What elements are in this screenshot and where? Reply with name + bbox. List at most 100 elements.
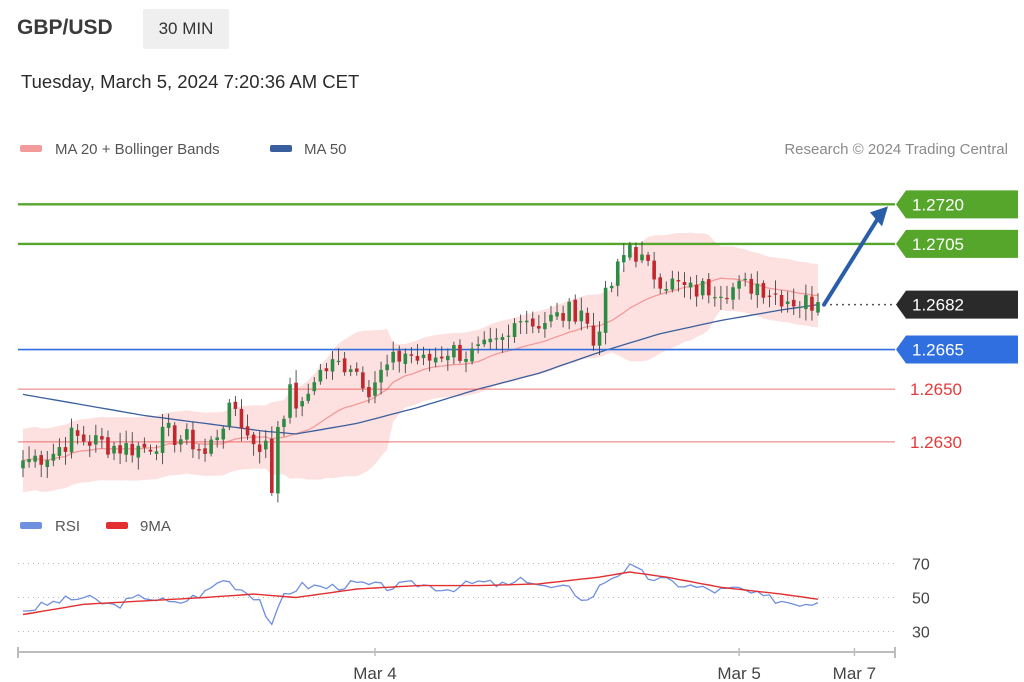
candle-body: [476, 344, 480, 347]
ma50-legend-label: MA 50: [304, 141, 347, 158]
ma50-polyline: [22, 303, 819, 435]
candle-body: [688, 282, 693, 288]
candle-body: [397, 350, 402, 362]
candle-body: [69, 427, 74, 453]
projection-arrow: [822, 206, 888, 307]
ma20-line: [22, 277, 819, 462]
candle-body: [112, 445, 116, 454]
candle-body: [682, 282, 687, 285]
candle-body: [555, 312, 559, 317]
current-price-label: 1.2682: [912, 296, 964, 315]
candle-body: [87, 441, 92, 446]
candle-body: [239, 408, 244, 429]
candle-body: [106, 437, 110, 455]
timeframe-button[interactable]: 30 MIN: [143, 9, 229, 49]
pivot-tag: [896, 335, 1018, 364]
candle-body: [634, 246, 638, 262]
candle-body: [197, 449, 201, 451]
timestamp: Tuesday, March 5, 2024 7:20:36 AM CET: [21, 71, 360, 92]
candle-body: [458, 344, 462, 361]
candle-body: [446, 355, 450, 361]
candle-body: [725, 297, 729, 300]
candle-body: [567, 301, 571, 322]
candle-body: [537, 325, 541, 329]
candle-body: [336, 360, 341, 363]
resistance-tag: [896, 190, 1018, 219]
ma20-legend-swatch: [20, 145, 42, 152]
candle-body: [761, 282, 766, 298]
candle-body: [166, 422, 171, 428]
candle-body: [148, 449, 153, 452]
symbol-title: GBP/USD: [17, 16, 113, 39]
price-legend: MA 20 + Bollinger Bands MA 50 Research ©…: [20, 141, 1008, 158]
candle-body: [391, 351, 395, 363]
candle-body: [439, 356, 444, 359]
bollinger-band-area: [23, 232, 818, 493]
candle-body: [421, 354, 426, 359]
candle-body: [233, 401, 238, 409]
candle-body: [251, 434, 256, 445]
resistance-label: 1.2720: [912, 195, 964, 214]
candle-body: [33, 455, 37, 462]
candle-body: [300, 401, 304, 407]
candle-body: [409, 354, 414, 356]
candle-body: [130, 443, 135, 456]
candle-body: [354, 368, 359, 372]
candle-body: [75, 430, 80, 436]
rsi-panel: 70 50 30: [18, 557, 930, 642]
candle-body: [640, 254, 644, 261]
candle-body: [791, 299, 796, 307]
candle-body: [306, 393, 311, 401]
candle-body: [142, 443, 147, 448]
candle-body: [700, 280, 705, 296]
rsi-polyline: [22, 563, 819, 626]
candle-body: [367, 386, 371, 398]
candle-body: [658, 277, 663, 289]
candle-body: [191, 429, 195, 450]
candle-body: [512, 323, 517, 338]
candle-body: [124, 443, 128, 455]
candle-body: [361, 372, 365, 389]
candle-body: [45, 460, 50, 467]
candle-body: [530, 318, 535, 327]
candle-body: [652, 260, 656, 280]
rsi-legend: RSI 9MA: [20, 518, 171, 535]
candle-body: [276, 427, 280, 494]
candle-body: [694, 284, 699, 297]
time-axis-tick-label: Mar 7: [833, 664, 876, 682]
candle-body: [779, 294, 784, 307]
support-label: 1.2650: [910, 380, 962, 399]
candle-body: [21, 460, 25, 469]
candle-body: [470, 348, 474, 362]
candle-body: [342, 358, 347, 373]
candle-body: [39, 455, 44, 465]
candle-body: [591, 325, 596, 346]
candle-body: [178, 439, 183, 445]
candle-body: [27, 459, 31, 463]
rsi-legend-swatch: [20, 522, 42, 529]
candle-body: [670, 278, 675, 290]
candle-body: [452, 345, 456, 358]
time-axis: Mar 4 Mar 5 Mar 7: [17, 647, 896, 682]
candle-body: [51, 453, 56, 461]
price-levels: 1.2720 1.2705 1.2682 1.2665 1.2650 1.2630: [18, 190, 1018, 452]
rsi-level-label: 50: [912, 591, 930, 608]
candle-body: [215, 437, 219, 441]
candle-body: [518, 321, 523, 323]
rsi-legend-label: RSI: [55, 518, 80, 535]
resistance-label: 1.2705: [912, 235, 964, 254]
candle-body: [524, 320, 529, 323]
candle-body: [719, 296, 723, 298]
time-axis-tick-label: Mar 4: [353, 664, 396, 682]
candle-body: [585, 312, 590, 324]
candle-body: [810, 296, 814, 311]
candle-body: [403, 353, 408, 364]
candle-body: [373, 382, 377, 396]
candle-body: [488, 338, 493, 343]
candle-body: [797, 306, 802, 309]
pivot-label: 1.2665: [912, 341, 964, 360]
candle-body: [257, 444, 262, 452]
candle-body: [288, 384, 292, 418]
candle-body: [603, 287, 608, 333]
